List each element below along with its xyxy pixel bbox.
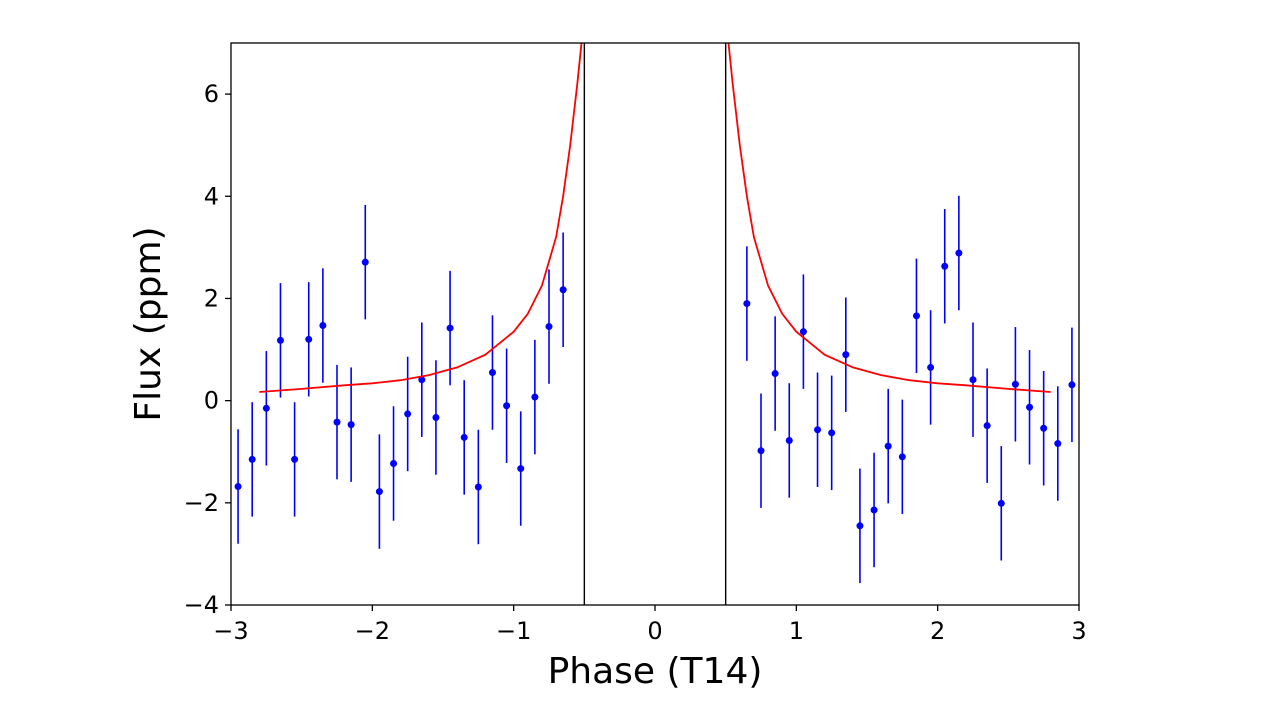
model-curves: [259, 43, 1051, 393]
model-curve: [259, 43, 583, 393]
data-point: [983, 422, 991, 430]
data-point: [771, 370, 779, 378]
y-axis-ticks: −4 −2 0 2 4 6: [184, 80, 231, 619]
data-point: [460, 433, 468, 441]
data-point: [743, 300, 751, 308]
data-point: [1054, 440, 1062, 448]
x-tick-label: −3: [213, 617, 248, 645]
data-point: [390, 459, 398, 467]
data-point: [941, 262, 949, 270]
y-tick-label: 2: [204, 284, 219, 312]
data-point: [955, 249, 963, 257]
x-axis-ticks: −3 −2 −1 0 1 2 3: [213, 605, 1087, 645]
data-point: [418, 376, 426, 384]
y-axis-label: Flux (ppm): [128, 226, 169, 421]
data-point: [432, 413, 440, 421]
data-point: [828, 429, 836, 437]
x-tick-label: 3: [1071, 617, 1086, 645]
y-tick-label: 0: [204, 387, 219, 415]
data-point: [361, 258, 369, 266]
data-point: [517, 465, 525, 473]
data-point: [870, 506, 878, 514]
data-point: [856, 522, 864, 530]
data-point: [799, 328, 807, 336]
y-tick-label: 4: [204, 182, 219, 210]
x-tick-label: 2: [930, 617, 945, 645]
data-point: [1040, 424, 1048, 432]
data-point: [531, 393, 539, 401]
data-point: [474, 483, 482, 491]
data-point: [248, 455, 256, 463]
data-point: [912, 312, 920, 320]
model-curve: [727, 43, 1051, 393]
data-point: [785, 436, 793, 444]
data-point: [234, 482, 242, 490]
data-point: [333, 418, 341, 426]
data-point: [291, 455, 299, 463]
x-tick-label: 1: [789, 617, 804, 645]
data-point: [503, 402, 511, 410]
data-point: [1068, 381, 1076, 389]
data-point: [446, 324, 454, 332]
error-bars: [237, 195, 1073, 584]
data-point: [488, 369, 496, 377]
data-point: [276, 336, 284, 344]
x-tick-label: 0: [647, 617, 662, 645]
y-tick-label: 6: [204, 80, 219, 108]
data-point: [559, 286, 567, 294]
y-tick-label: −4: [184, 591, 219, 619]
data-point: [404, 410, 412, 418]
transit-boundary-lines: [583, 43, 727, 605]
x-tick-label: −2: [355, 617, 390, 645]
data-point: [927, 363, 935, 371]
data-point: [305, 335, 313, 343]
data-point: [842, 351, 850, 359]
data-point: [757, 447, 765, 455]
x-tick-label: −1: [496, 617, 531, 645]
data-point: [969, 376, 977, 384]
data-point: [347, 421, 355, 429]
data-point: [898, 453, 906, 461]
y-tick-label: −2: [184, 489, 219, 517]
data-point: [814, 426, 822, 434]
data-point: [884, 442, 892, 450]
data-point: [375, 488, 383, 496]
data-point: [1011, 380, 1019, 388]
x-axis-label: Phase (T14): [548, 651, 763, 692]
data-points: [234, 249, 1076, 530]
data-point: [262, 404, 270, 412]
data-point: [1026, 403, 1034, 411]
plot-frame: [230, 42, 1080, 606]
data-point: [997, 499, 1005, 507]
data-point: [545, 323, 553, 331]
data-point: [319, 322, 327, 330]
